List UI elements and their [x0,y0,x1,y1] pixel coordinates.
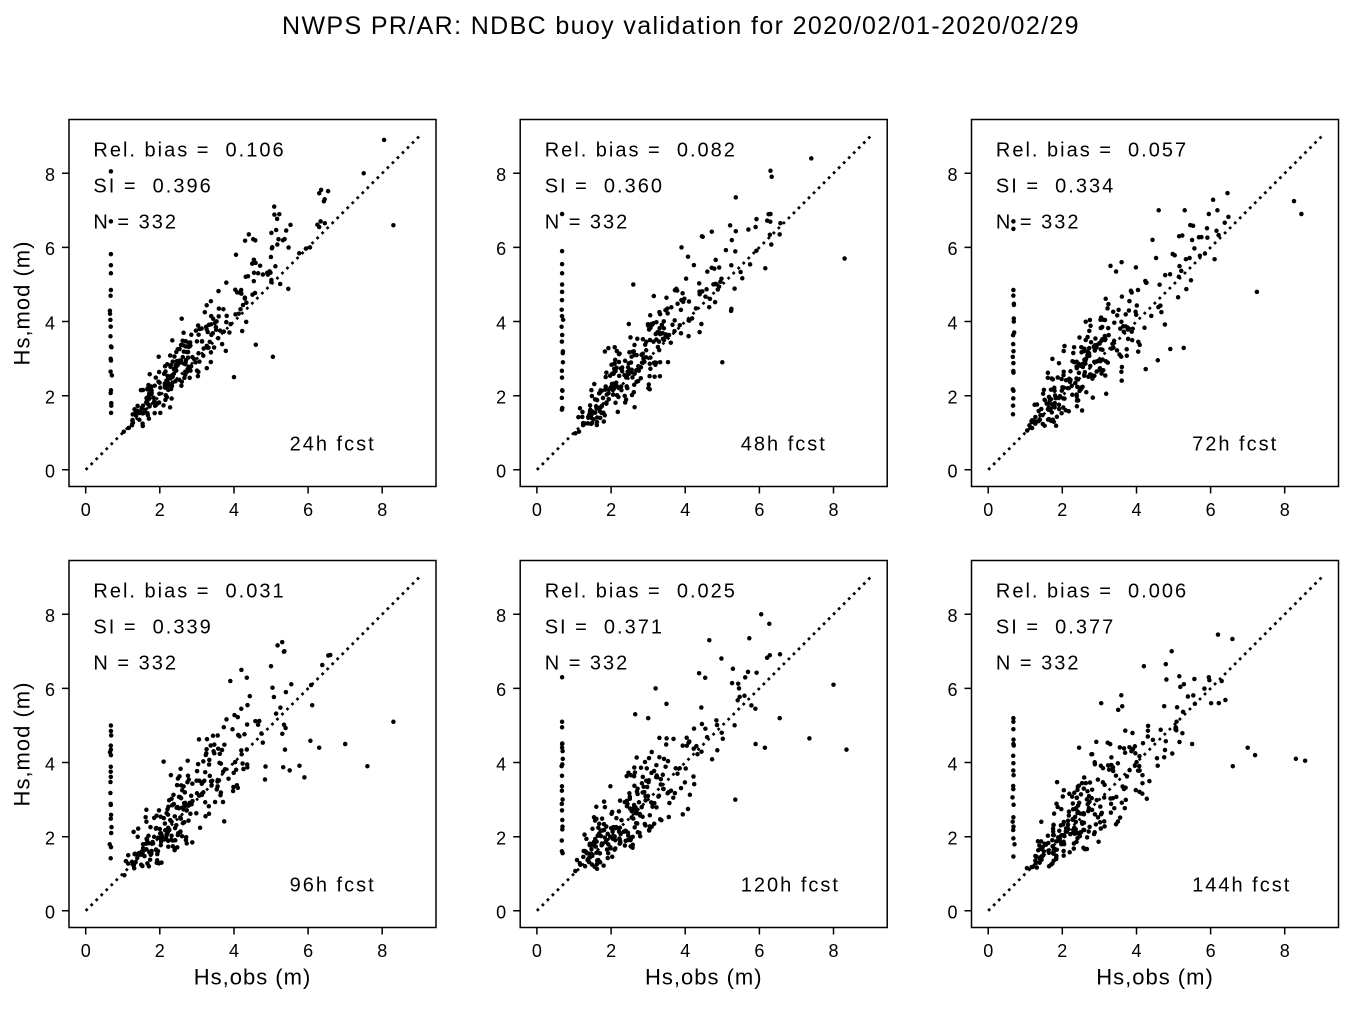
svg-text:0: 0 [81,500,91,520]
svg-text:6: 6 [1206,500,1216,520]
svg-text:N = 332: N = 332 [545,212,630,234]
svg-text:SI = 0.334: SI = 0.334 [996,176,1115,198]
svg-text:8: 8 [45,165,55,185]
svg-text:N = 332: N = 332 [545,653,630,675]
svg-text:8: 8 [496,606,506,626]
svg-text:6: 6 [754,941,764,961]
svg-text:2: 2 [1057,500,1067,520]
svg-text:SI = 0.396: SI = 0.396 [93,176,212,198]
svg-text:120h fcst: 120h fcst [741,875,840,897]
svg-text:4: 4 [496,754,506,774]
svg-text:6: 6 [303,941,313,961]
svg-text:4: 4 [229,941,239,961]
svg-text:2: 2 [947,829,957,849]
svg-text:Hs,obs (m): Hs,obs (m) [1096,965,1214,990]
svg-text:72h fcst: 72h fcst [1192,434,1278,456]
svg-text:6: 6 [496,680,506,700]
svg-text:2: 2 [606,500,616,520]
svg-text:8: 8 [828,500,838,520]
svg-text:24h fcst: 24h fcst [290,434,376,456]
svg-text:8: 8 [947,606,957,626]
svg-text:SI = 0.339: SI = 0.339 [93,617,212,639]
svg-text:96h fcst: 96h fcst [290,875,376,897]
svg-text:Rel. bias = 0.031: Rel. bias = 0.031 [93,581,285,603]
svg-text:4: 4 [947,313,957,333]
svg-text:2: 2 [496,388,506,408]
svg-text:8: 8 [1280,941,1290,961]
svg-text:6: 6 [947,239,957,259]
svg-text:0: 0 [45,462,55,482]
svg-text:0: 0 [947,462,957,482]
svg-text:6: 6 [496,239,506,259]
svg-text:0: 0 [532,941,542,961]
svg-text:8: 8 [496,165,506,185]
svg-text:N = 332: N = 332 [93,653,178,675]
svg-text:8: 8 [828,941,838,961]
svg-text:Hs,mod (m): Hs,mod (m) [10,241,35,366]
svg-text:2: 2 [1057,941,1067,961]
svg-text:0: 0 [983,500,993,520]
svg-text:Rel. bias = 0.006: Rel. bias = 0.006 [996,581,1188,603]
svg-text:6: 6 [303,500,313,520]
svg-text:0: 0 [496,462,506,482]
svg-text:Rel. bias = 0.106: Rel. bias = 0.106 [93,140,285,162]
svg-text:SI = 0.371: SI = 0.371 [545,617,664,639]
svg-text:2: 2 [496,829,506,849]
svg-text:0: 0 [81,941,91,961]
svg-text:Hs,obs (m): Hs,obs (m) [194,965,312,990]
svg-text:Hs,mod (m): Hs,mod (m) [10,682,35,807]
svg-text:2: 2 [45,829,55,849]
svg-text:SI = 0.360: SI = 0.360 [545,176,664,198]
svg-text:6: 6 [754,500,764,520]
svg-text:8: 8 [947,165,957,185]
svg-text:6: 6 [45,680,55,700]
svg-text:SI = 0.377: SI = 0.377 [996,617,1115,639]
svg-text:4: 4 [1131,500,1141,520]
svg-text:4: 4 [947,754,957,774]
svg-text:8: 8 [45,606,55,626]
svg-text:6: 6 [45,239,55,259]
svg-text:144h fcst: 144h fcst [1192,875,1291,897]
svg-text:4: 4 [1131,941,1141,961]
svg-text:8: 8 [377,500,387,520]
svg-text:4: 4 [229,500,239,520]
svg-text:4: 4 [496,313,506,333]
svg-text:4: 4 [45,313,55,333]
svg-text:N = 332: N = 332 [996,653,1081,675]
svg-text:2: 2 [606,941,616,961]
svg-text:0: 0 [983,941,993,961]
svg-text:0: 0 [947,903,957,923]
svg-text:48h fcst: 48h fcst [741,434,827,456]
svg-text:Hs,obs (m): Hs,obs (m) [645,965,763,990]
svg-text:4: 4 [680,500,690,520]
svg-text:8: 8 [1280,500,1290,520]
svg-text:NWPS PR/AR: NDBC buoy validati: NWPS PR/AR: NDBC buoy validation for 202… [282,12,1080,40]
svg-text:8: 8 [377,941,387,961]
svg-text:2: 2 [155,500,165,520]
svg-text:0: 0 [496,903,506,923]
svg-text:2: 2 [155,941,165,961]
svg-text:2: 2 [45,388,55,408]
svg-text:0: 0 [45,903,55,923]
svg-text:Rel. bias = 0.082: Rel. bias = 0.082 [545,140,737,162]
svg-text:0: 0 [532,500,542,520]
svg-text:N = 332: N = 332 [93,212,178,234]
svg-text:6: 6 [947,680,957,700]
svg-text:Rel. bias = 0.057: Rel. bias = 0.057 [996,140,1188,162]
svg-text:4: 4 [680,941,690,961]
svg-text:N = 332: N = 332 [996,212,1081,234]
svg-text:Rel. bias = 0.025: Rel. bias = 0.025 [545,581,737,603]
svg-text:6: 6 [1206,941,1216,961]
svg-text:4: 4 [45,754,55,774]
svg-text:2: 2 [947,388,957,408]
